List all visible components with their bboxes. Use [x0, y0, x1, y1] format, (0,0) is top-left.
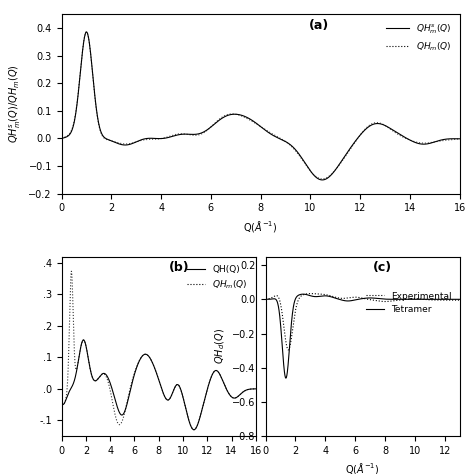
Legend: Experimental, Tetramer: Experimental, Tetramer — [362, 288, 455, 318]
X-axis label: Q($\AA^{-1}$): Q($\AA^{-1}$) — [346, 461, 380, 474]
Text: (b): (b) — [168, 261, 189, 274]
X-axis label: Q($\AA^{-1}$): Q($\AA^{-1}$) — [244, 219, 278, 234]
Legend: $QH_m^s(Q)$, $QH_m(Q)$: $QH_m^s(Q)$, $QH_m(Q)$ — [383, 19, 455, 56]
Text: (c): (c) — [373, 261, 392, 274]
Y-axis label: $QH_d(Q)$: $QH_d(Q)$ — [213, 328, 227, 365]
Text: (a): (a) — [309, 18, 329, 32]
Y-axis label: $QH_m^s(Q)/QH_m(Q)$: $QH_m^s(Q)/QH_m(Q)$ — [8, 64, 23, 144]
Legend: QH(Q), $QH_m(Q)$: QH(Q), $QH_m(Q)$ — [183, 261, 251, 294]
